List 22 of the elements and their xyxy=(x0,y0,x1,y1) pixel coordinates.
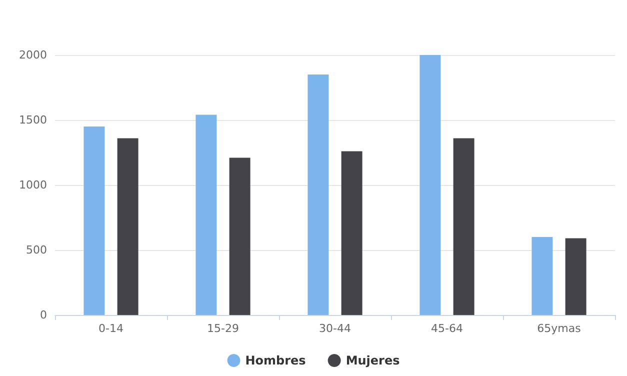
legend-label: Hombres xyxy=(245,354,306,368)
bar xyxy=(565,238,586,315)
bar xyxy=(453,138,474,315)
bar xyxy=(84,126,105,315)
y-tick-label: 1500 xyxy=(19,114,47,126)
y-tick-label: 1000 xyxy=(19,178,47,192)
bar xyxy=(117,138,138,315)
x-tick-label: 15-29 xyxy=(207,322,239,335)
bar xyxy=(308,74,329,315)
y-tick-label: 500 xyxy=(26,244,47,256)
x-tick-label: 45-64 xyxy=(431,322,463,335)
y-tick-label: 0 xyxy=(40,308,47,322)
bar xyxy=(532,237,553,315)
legend-label: Mujeres xyxy=(346,354,400,368)
x-tick-label: 30-44 xyxy=(319,322,351,335)
y-tick-label: 2000 xyxy=(19,48,47,62)
bar xyxy=(341,151,362,315)
bar xyxy=(229,158,250,315)
x-tick-label: 0-14 xyxy=(98,322,124,335)
bar xyxy=(420,55,441,315)
bar xyxy=(196,114,217,315)
x-tick-label: 65ymas xyxy=(537,322,582,335)
